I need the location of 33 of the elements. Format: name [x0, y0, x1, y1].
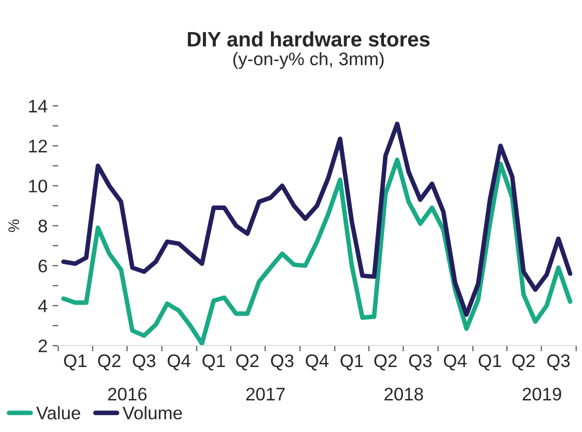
text: 2018	[384, 388, 423, 401]
x-tick-label: Q3	[271, 354, 294, 370]
x-tick-label: Q2	[512, 354, 535, 370]
x-tick-label: Q1	[202, 354, 225, 370]
x-tick-label: Q2	[98, 354, 120, 370]
legend-label: Volume	[122, 406, 182, 420]
x-tick-label: Q3	[409, 354, 432, 370]
text: 2017	[246, 388, 285, 401]
x-tick-label: Q1	[340, 354, 363, 370]
line-series	[61, 158, 572, 346]
x-tick-label: Q1	[478, 354, 502, 370]
line-series	[61, 122, 572, 317]
text: 2019	[522, 388, 562, 401]
text: 2016	[108, 388, 147, 401]
chart-subtitle: (y-on-y% ch, 3mm)	[233, 52, 384, 69]
chart-title: DIY and hardware stores	[188, 31, 430, 47]
legend-label: Value	[36, 406, 80, 420]
x-tick-label: Q1	[64, 354, 86, 370]
x-tick-label: Q4	[168, 354, 190, 370]
y-tick-label: 6	[38, 260, 47, 272]
y-tick-label: 12	[29, 140, 47, 152]
x-tick-label: Q3	[132, 354, 156, 370]
x-tick-label: Q4	[444, 354, 467, 370]
y-axis-title: %	[8, 219, 20, 232]
x-tick-label: Q4	[306, 354, 329, 370]
y-tick-label: 14	[29, 100, 48, 112]
y-tick-label: 8	[38, 220, 47, 232]
x-tick-label: Q2	[236, 354, 259, 370]
y-tick-label: 4	[38, 300, 48, 312]
y-tick-label: 2	[38, 340, 47, 352]
x-tick-label: Q2	[374, 354, 397, 370]
x-tick-label: Q3	[547, 354, 570, 370]
y-tick-label: 10	[29, 180, 48, 192]
